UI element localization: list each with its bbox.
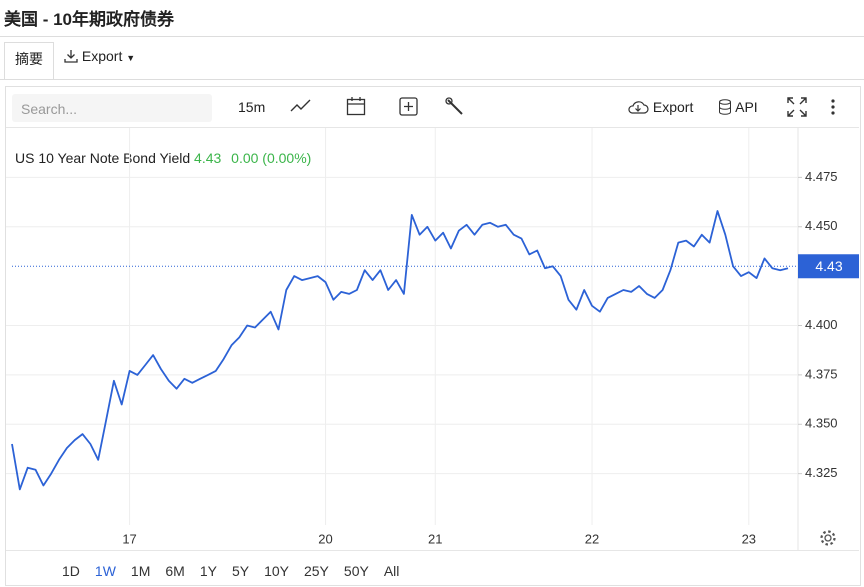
range-button[interactable]: 6M xyxy=(165,563,185,579)
api-label: API xyxy=(735,99,758,115)
settings-icon[interactable] xyxy=(445,97,465,117)
legend-change: 0.00 (0.00%) xyxy=(231,150,312,166)
db-icon xyxy=(719,99,731,115)
legend-last: 4.43 xyxy=(194,150,222,166)
divider xyxy=(0,36,864,37)
divider xyxy=(0,79,864,80)
range-button[interactable]: 1D xyxy=(62,563,80,579)
range-button[interactable]: 1M xyxy=(130,563,151,579)
range-button[interactable]: 25Y xyxy=(303,563,329,579)
tab-export[interactable]: Export ▼ xyxy=(64,48,135,64)
tab-label: Export xyxy=(81,48,123,64)
divider xyxy=(6,550,859,551)
range-button[interactable]: 1W xyxy=(94,563,116,579)
range-button[interactable]: 1Y xyxy=(199,563,217,579)
page-title: 美国 - 10年期政府债券 xyxy=(4,10,175,29)
calendar-icon[interactable] xyxy=(346,96,366,116)
range-button[interactable]: 5Y xyxy=(231,563,250,579)
search-input[interactable]: Search... xyxy=(12,94,212,122)
add-icon[interactable] xyxy=(399,97,419,117)
divider xyxy=(6,127,859,128)
range-button[interactable]: All xyxy=(383,563,400,579)
range-button[interactable]: 10Y xyxy=(264,563,289,579)
line-icon[interactable] xyxy=(290,97,312,115)
range-button[interactable]: 50Y xyxy=(343,563,369,579)
chart-frame xyxy=(5,86,861,586)
menu-icon[interactable] xyxy=(829,98,837,116)
legend-name: US 10 Year Note Bond Yield xyxy=(15,150,191,166)
legend: US 10 Year Note Bond Yield 4.43 0.00 (0.… xyxy=(15,150,311,166)
range-bar: 1D 1W 1M 6M 1Y 5Y 10Y 25Y 50Y All xyxy=(62,563,414,579)
interval[interactable]: 15m xyxy=(238,99,266,115)
cloud-icon xyxy=(628,101,649,114)
export-button[interactable]: Export xyxy=(627,99,693,115)
fullscreen-icon[interactable] xyxy=(787,97,807,117)
tab[interactable]: 摘要 xyxy=(4,42,54,80)
download-icon xyxy=(64,50,78,63)
export-label: Export xyxy=(652,99,694,115)
api-button[interactable]: API xyxy=(718,99,758,115)
gear-icon[interactable] xyxy=(819,529,837,547)
